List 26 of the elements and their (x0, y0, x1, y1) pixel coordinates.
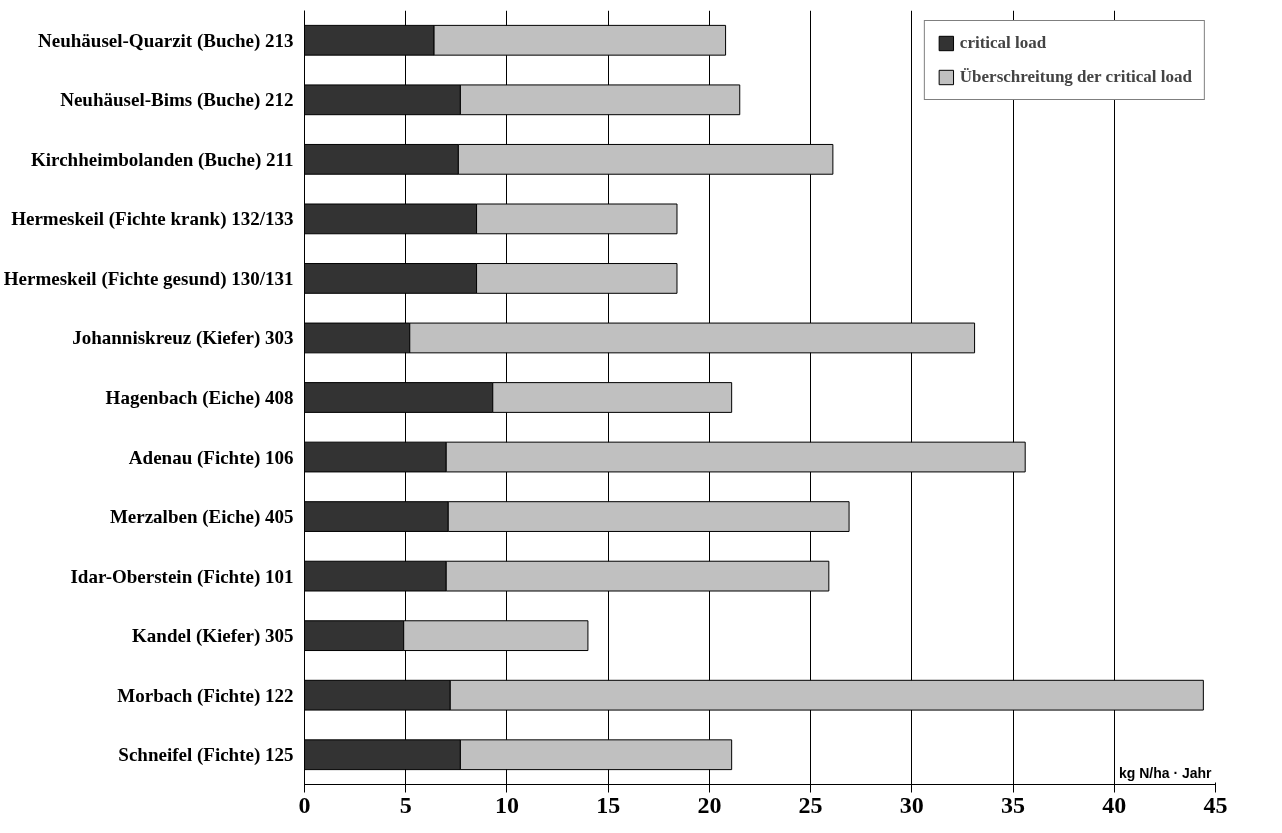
y-tick-label: Merzalben (Eiche) 405 (109, 506, 294, 529)
x-tick-label: 5 (399, 791, 412, 818)
y-tick-label: Neuhäusel-Quarzit (Buche) 213 (38, 29, 294, 52)
y-tick-label: Johanniskreuz (Kiefer) 303 (72, 327, 294, 350)
y-tick-label: Hermeskeil (Fichte krank) 132/133 (11, 208, 294, 231)
x-tick-label: 35 (1001, 791, 1026, 818)
x-tick-label: 20 (697, 791, 722, 818)
legend-label: critical load (959, 33, 1047, 53)
x-axis-title: kg N/ha · Jahr (1118, 764, 1213, 781)
y-tick-label: Neuhäusel-Bims (Buche) 212 (60, 89, 294, 112)
x-tick-label: 0 (298, 791, 311, 818)
x-tick-label: 10 (494, 791, 519, 818)
x-tick-label: 30 (899, 791, 924, 818)
x-tick-label: 15 (596, 791, 621, 818)
x-tick-label: 40 (1102, 791, 1127, 818)
y-tick-label: Kirchheimbolanden (Buche) 211 (30, 148, 294, 171)
y-tick-label: Kandel (Kiefer) 305 (132, 625, 294, 648)
y-tick-label: Adenau (Fichte) 106 (128, 446, 294, 469)
y-tick-label: Schneifel (Fichte) 125 (118, 744, 294, 767)
y-tick-label: Idar-Oberstein (Fichte) 101 (70, 565, 294, 588)
legend-label: Überschreitung der critical load (959, 67, 1192, 87)
y-tick-label: Hagenbach (Eiche) 408 (105, 387, 294, 409)
y-tick-label: Hermeskeil (Fichte gesund) 130/131 (3, 267, 294, 290)
x-tick-label: 45 (1203, 791, 1228, 818)
x-tick-label: 25 (798, 791, 823, 818)
y-tick-label: Morbach (Fichte) 122 (117, 684, 294, 707)
